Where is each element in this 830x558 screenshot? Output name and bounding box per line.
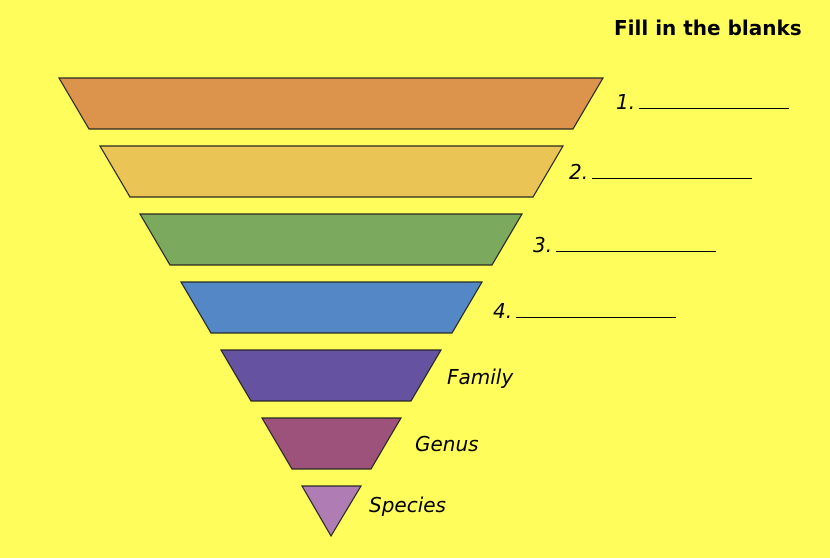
level-2-band [98, 145, 565, 198]
species-band [300, 485, 363, 538]
genus-label: Genus [415, 432, 479, 456]
level-3-label: 3. [533, 233, 717, 257]
family-band [219, 349, 443, 402]
level-3-blank[interactable] [556, 233, 717, 252]
family-label: Family [447, 365, 514, 389]
level-4-blank[interactable] [516, 299, 677, 318]
level-4-label: 4. [493, 299, 677, 323]
level-2-label: 2. [569, 160, 753, 184]
worksheet-title: Fill in the blanks [614, 16, 802, 40]
level-2-blank[interactable] [592, 160, 753, 179]
level-1-band [57, 77, 605, 130]
species-label: Species [369, 493, 446, 517]
level-1-blank[interactable] [639, 90, 790, 109]
genus-band [260, 417, 403, 470]
level-4-band [179, 281, 484, 334]
level-3-band [138, 213, 524, 266]
level-1-label: 1. [616, 90, 790, 114]
